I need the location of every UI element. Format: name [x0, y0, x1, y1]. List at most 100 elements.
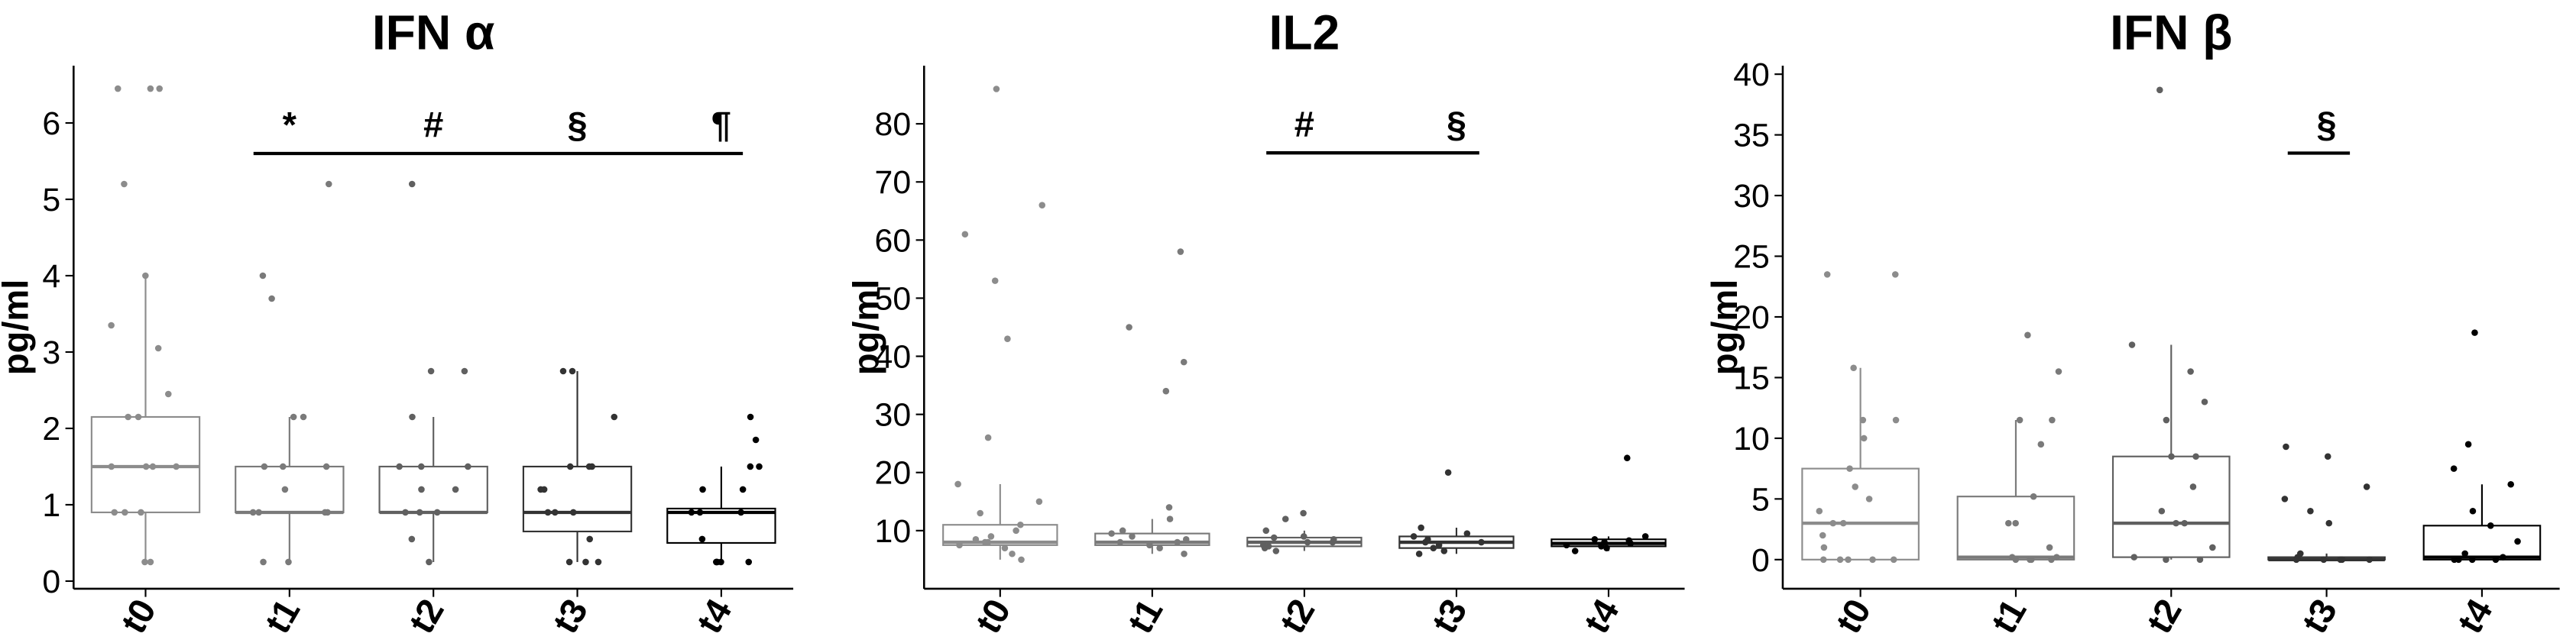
- data-point: [281, 486, 289, 493]
- y-tick-label: 0: [1751, 542, 1770, 579]
- data-point: [1819, 556, 1827, 564]
- data-point: [2156, 86, 2163, 94]
- data-point: [418, 486, 425, 493]
- data-point: [300, 413, 307, 421]
- data-point: [1859, 416, 1867, 424]
- data-point: [2281, 496, 2289, 502]
- data-point: [141, 558, 148, 566]
- data-point: [2037, 441, 2045, 448]
- data-point: [1603, 544, 1610, 551]
- data-point: [1162, 387, 1170, 395]
- data-point: [1272, 548, 1280, 554]
- x-tick-label: t3: [544, 592, 595, 640]
- data-point: [1174, 538, 1181, 546]
- data-point: [427, 367, 435, 375]
- significance-symbol: *: [283, 105, 297, 145]
- data-point: [138, 509, 144, 516]
- data-point: [418, 463, 425, 470]
- data-point: [611, 413, 618, 421]
- data-point: [1304, 538, 1311, 546]
- data-point: [1165, 504, 1173, 511]
- data-point: [2492, 556, 2500, 564]
- data-point: [1839, 519, 1847, 527]
- y-tick-label: 5: [1751, 481, 1770, 518]
- y-tick-label: 50: [875, 280, 912, 317]
- y-tick-label: 20: [1733, 299, 1770, 336]
- data-point: [1430, 544, 1437, 551]
- data-point: [1013, 527, 1019, 535]
- data-point: [322, 463, 330, 470]
- data-point: [559, 367, 567, 375]
- x-tick-label: t3: [1424, 592, 1475, 640]
- significance-symbol: #: [423, 105, 443, 145]
- data-point: [1829, 519, 1837, 527]
- data-point: [142, 463, 150, 470]
- data-point: [1180, 358, 1188, 366]
- data-point: [1300, 509, 1307, 517]
- data-point: [565, 558, 573, 566]
- data-point: [1004, 335, 1011, 342]
- data-point: [1418, 524, 1424, 532]
- data-point: [2469, 507, 2477, 515]
- data-point: [2048, 556, 2055, 564]
- data-point: [108, 463, 115, 470]
- data-point: [324, 509, 331, 516]
- data-point: [111, 509, 118, 516]
- data-point: [1892, 416, 1900, 424]
- data-point: [1017, 521, 1024, 528]
- data-point: [1624, 454, 1631, 461]
- significance-symbol: §: [567, 105, 587, 145]
- x-tick-label: t2: [2138, 592, 2189, 640]
- data-point: [1816, 507, 1823, 515]
- data-point: [2487, 522, 2494, 529]
- data-point: [1852, 483, 1858, 490]
- data-point: [569, 509, 577, 516]
- data-point: [1415, 551, 1423, 557]
- data-point: [2366, 556, 2373, 564]
- y-tick-label: 20: [875, 455, 912, 492]
- x-tick-label: t1: [1120, 592, 1171, 640]
- data-point: [2189, 483, 2197, 490]
- data-point: [2514, 538, 2521, 545]
- data-point: [582, 558, 589, 566]
- data-point: [1182, 535, 1190, 543]
- data-point: [1166, 515, 1174, 522]
- y-tick-label: 40: [1733, 57, 1770, 93]
- data-point: [285, 558, 292, 566]
- data-point: [149, 463, 157, 470]
- data-point: [739, 486, 747, 493]
- data-point: [2320, 556, 2328, 564]
- data-point: [122, 509, 128, 516]
- significance-symbol: ¶: [711, 105, 731, 145]
- data-point: [1270, 534, 1278, 541]
- x-tick-label: t2: [1272, 592, 1323, 640]
- y-axis-label: pg/ml: [845, 279, 886, 376]
- data-point: [1330, 535, 1337, 543]
- data-point: [326, 180, 332, 188]
- data-point: [2046, 544, 2053, 551]
- data-point: [2158, 507, 2166, 515]
- data-point: [595, 558, 602, 566]
- data-point: [699, 486, 706, 493]
- y-tick-label: 25: [1733, 239, 1770, 276]
- box: [1801, 467, 1920, 561]
- data-point: [698, 535, 706, 543]
- data-point: [1009, 551, 1016, 557]
- data-point: [1282, 515, 1289, 522]
- data-point: [984, 538, 992, 546]
- x-tick-label: t0: [967, 592, 1019, 640]
- box: [2111, 455, 2231, 558]
- data-point: [1177, 248, 1184, 255]
- data-point: [713, 558, 720, 566]
- data-point: [121, 180, 128, 188]
- significance-symbol: §: [1447, 104, 1466, 144]
- y-axis-label: pg/ml: [1704, 279, 1745, 376]
- data-point: [2024, 331, 2031, 339]
- data-point: [1265, 543, 1272, 550]
- x-tick-label: t0: [112, 592, 164, 640]
- data-point: [1463, 530, 1471, 537]
- data-point: [173, 463, 180, 470]
- data-point: [2471, 329, 2478, 336]
- data-point: [114, 85, 122, 92]
- data-point: [125, 413, 131, 421]
